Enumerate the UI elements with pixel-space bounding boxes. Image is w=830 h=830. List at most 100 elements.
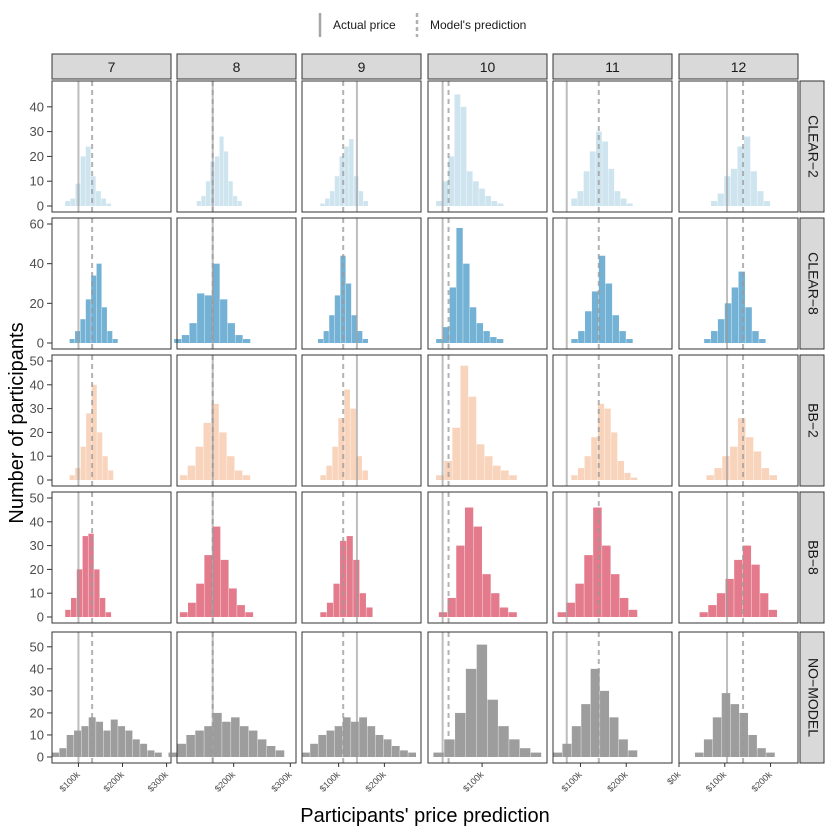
y-tick-label: 30 [30,401,44,416]
histogram-bar [456,545,465,617]
histogram-bar [367,726,376,757]
histogram-bar [593,507,602,617]
histogram-bar [608,168,615,206]
x-tick-label: $100k [57,769,82,794]
histogram-bar [334,726,343,757]
row-strip-label-2: BB−2 [805,403,821,438]
y-tick-label: 40 [30,514,44,529]
histogram-bar [350,408,356,480]
histogram-bar [334,295,340,343]
histogram-bar [744,136,751,206]
histogram-bar [499,607,509,617]
histogram-bar [125,730,133,757]
histogram-bar [695,752,704,757]
histogram-bar [168,752,178,757]
histogram-bar [326,730,335,757]
y-tick-label: 60 [30,217,44,232]
histogram-bar [80,319,86,343]
histogram-bar [228,181,233,206]
histogram-bar [711,201,718,206]
panel-border [427,631,548,764]
histogram-bar [181,335,190,343]
histogram-bar [243,339,251,343]
histogram-bar [91,384,97,480]
histogram-bar [332,446,338,480]
y-tick-label: 20 [30,705,44,720]
histogram-bar [69,339,75,343]
panel-border [301,217,422,350]
x-axis-title: Participants' price prediction [300,805,550,827]
facet-panels: 7 8 9 10 11 12 CLEAR−2 0 10 20 30 40 CLEAR−8 0 20 40 60 B… [30,53,825,794]
row-strip-2 [799,354,825,487]
histogram-bar [631,477,638,480]
histogram-bar [96,191,101,206]
y-tick-label: 0 [37,199,44,214]
x-tick-label: $0k [665,769,683,787]
y-tick-label: 40 [30,661,44,676]
histogram-bar [557,612,567,617]
histogram-bar [757,748,766,757]
histogram-bar [581,704,591,757]
histogram-bar [577,468,585,480]
histogram-bar [266,745,276,757]
histogram-bar [553,752,563,757]
x-tick-label: $200k [213,769,238,794]
histogram-bar [490,337,497,343]
histogram-bar [619,597,629,617]
histogram-bar [233,196,238,206]
histogram-bar [717,319,725,343]
y-tick-label: 0 [37,473,44,488]
histogram-bar [596,131,602,206]
histogram-bar [220,299,228,343]
histogram-bar [108,470,114,480]
histogram-bar [346,536,353,617]
histogram-bar [750,171,757,206]
column-strip-label-8: 8 [233,59,241,75]
panel-border [51,80,172,213]
histogram-bar [571,726,581,757]
histogram-bar [624,472,631,480]
histogram-bar [339,156,344,206]
histogram-bar [333,583,340,617]
column-strip-label-12: 12 [731,59,747,75]
y-tick-label: 30 [30,683,44,698]
histogram-bar [496,339,504,343]
histogram-bar [400,750,408,757]
histogram-bar [362,339,368,343]
histogram-bar [748,734,757,757]
x-tick-label: $300k [146,769,171,794]
histogram-bar [351,721,359,757]
histogram-bar [605,283,613,343]
histogram-bar [492,465,501,480]
histogram-bar [628,750,638,757]
histogram-bar [363,201,368,206]
histogram-bar [105,612,112,617]
histogram-bar [310,743,318,757]
histogram-bar [90,176,96,206]
histogram-bar [612,315,619,343]
histogram-bar [456,227,463,343]
histogram-bar [768,609,778,617]
histogram-bar [91,275,97,343]
histogram-bar [717,193,724,206]
histogram-bar [760,593,769,617]
histogram-bar [187,465,196,480]
histogram-bar [449,287,456,343]
histogram-bar [204,726,213,757]
panel-border [176,354,297,487]
panel-border [51,631,172,764]
y-tick-label: 20 [30,149,44,164]
histogram-bar [602,545,611,617]
panel-border [678,80,799,213]
histogram-bar [342,717,351,757]
histogram-bar [571,475,578,480]
column-strip-label-11: 11 [605,59,620,75]
histogram-bar [626,203,633,206]
histogram-bar [257,739,267,757]
histogram-bar [154,752,162,757]
histogram-bar [320,203,325,206]
histogram-bar [483,331,490,343]
histogram-bar [326,465,332,480]
histogram-bar [362,470,368,480]
